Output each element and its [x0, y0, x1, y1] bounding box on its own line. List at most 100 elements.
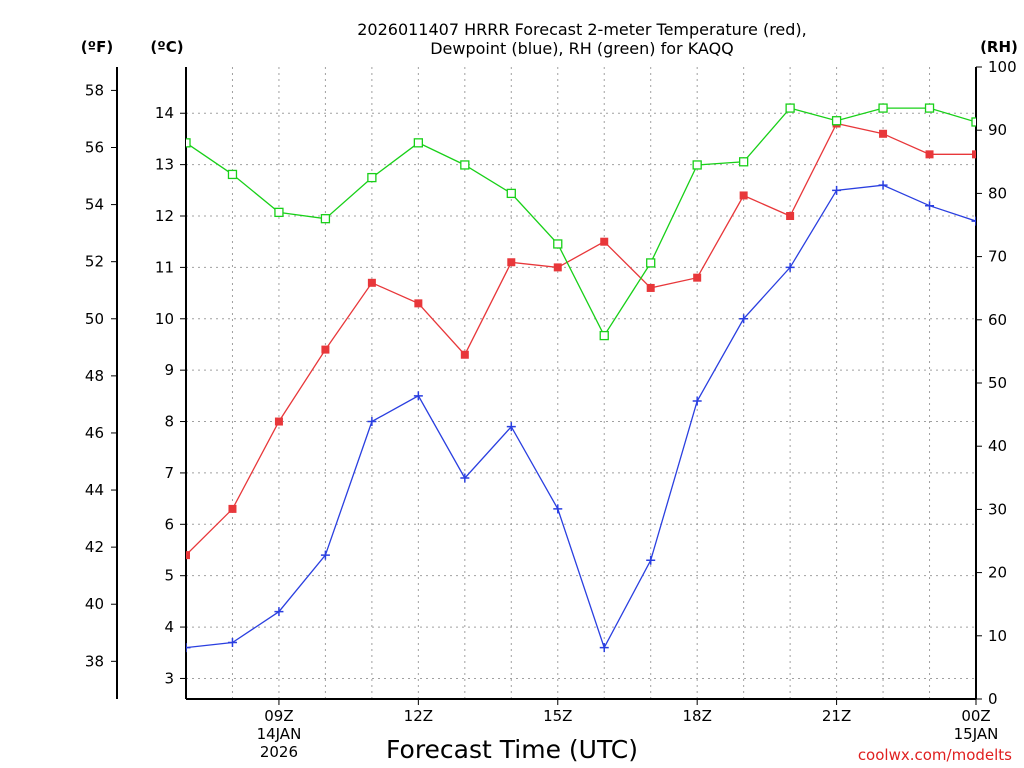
dewpoint-point-18 — [692, 396, 702, 406]
rh-point-17 — [646, 258, 656, 268]
temperature-point-23 — [925, 150, 934, 159]
x-axis-label: Forecast Time (UTC) — [386, 735, 638, 764]
x-tick-label-21-0: 21Z — [822, 707, 851, 725]
rh-tick-label-80: 80 — [988, 184, 1007, 202]
temperature-point-25 — [1018, 161, 1024, 169]
f-tick-label-48: 48 — [85, 367, 104, 385]
rh-point-15 — [553, 239, 563, 249]
rh-point-7 — [186, 138, 191, 148]
rh-point-19 — [738, 157, 749, 167]
temperature-point-14 — [507, 258, 516, 267]
temperature-point-10 — [321, 345, 330, 354]
rh-tick-label-30: 30 — [988, 500, 1007, 518]
c-tick-label-12: 12 — [155, 207, 174, 225]
dewpoint-point-20 — [785, 262, 795, 272]
temperature-point-9 — [274, 417, 283, 426]
dewpoint-point-14 — [506, 422, 516, 432]
temperature-point-7 — [186, 551, 190, 560]
dewpoint-point-22 — [878, 180, 888, 190]
rh-point-18 — [692, 160, 702, 170]
rh-point-9 — [274, 207, 284, 218]
rh-point-16 — [599, 330, 609, 341]
rh-point-20 — [785, 103, 795, 113]
rh-point-22 — [878, 103, 888, 113]
credit-label: coolwx.com/modelts — [858, 746, 1012, 764]
f-tick-label-46: 46 — [85, 424, 104, 442]
dewpoint-point-23 — [925, 201, 935, 211]
f-tick-label-40: 40 — [85, 595, 104, 613]
rh-point-11 — [367, 172, 377, 183]
temperature-point-13 — [460, 350, 469, 359]
temperature-point-20 — [786, 212, 795, 221]
dewpoint-point-24 — [971, 216, 976, 226]
f-tick-label-56: 56 — [85, 138, 104, 156]
rh-tick-label-20: 20 — [988, 564, 1007, 582]
temperature-point-11 — [367, 278, 376, 287]
temperature-point-19 — [739, 191, 748, 200]
x-tick-label-15-0: 15Z — [543, 707, 572, 725]
c-tick-label-3: 3 — [164, 669, 174, 687]
dewpoint-point-8 — [227, 637, 237, 647]
tick-labels: 3456789101112131438404244464850525456580… — [85, 58, 1017, 761]
rh-tick-label-10: 10 — [988, 627, 1007, 645]
rh-tick-label-50: 50 — [988, 374, 1007, 392]
dewpoint-point-21 — [832, 185, 842, 195]
series-layer — [186, 103, 1024, 653]
rh-tick-label-60: 60 — [988, 311, 1007, 329]
chart-title-line-2: Dewpoint (blue), RH (green) for KAQQ — [430, 39, 734, 58]
f-tick-label-54: 54 — [85, 196, 104, 214]
rh-tick-label-40: 40 — [988, 437, 1007, 455]
rh-tick-label-100: 100 — [988, 58, 1017, 76]
f-tick-label-44: 44 — [85, 481, 104, 499]
rh-tick-label-90: 90 — [988, 121, 1007, 139]
temperature-point-12 — [414, 299, 423, 308]
temperature-point-24 — [972, 150, 976, 159]
x-tick-label-9-0: 09Z — [264, 707, 293, 725]
f-tick-label-58: 58 — [85, 81, 104, 99]
chart-title-line-1: 2026011407 HRRR Forecast 2-meter Tempera… — [357, 20, 807, 39]
temperature-point-18 — [693, 273, 702, 282]
f-tick-label-38: 38 — [85, 652, 104, 670]
rh-point-14 — [506, 188, 516, 199]
dewpoint-point-7 — [186, 643, 191, 653]
fahrenheit-unit-label: (ºF) — [81, 38, 113, 56]
x-tick-label-18-0: 18Z — [682, 707, 711, 725]
f-tick-label-42: 42 — [85, 538, 104, 556]
rh-unit-label: (RH) — [980, 38, 1018, 56]
rh-tick-label-70: 70 — [988, 248, 1007, 266]
c-tick-label-13: 13 — [155, 156, 174, 174]
x-tick-label-24-0: 00Z — [961, 707, 990, 725]
c-tick-label-7: 7 — [164, 464, 174, 482]
c-tick-label-11: 11 — [155, 258, 174, 276]
x-tick-label-12-0: 12Z — [404, 707, 433, 725]
c-tick-label-6: 6 — [164, 515, 174, 533]
c-tick-label-4: 4 — [164, 618, 174, 636]
dewpoint-point-10 — [320, 550, 330, 560]
rh-point-23 — [924, 103, 935, 113]
rh-point-21 — [831, 116, 842, 126]
f-tick-label-52: 52 — [85, 253, 104, 271]
rh-tick-label-0: 0 — [988, 690, 998, 708]
dewpoint-point-12 — [413, 391, 423, 401]
temperature-point-16 — [600, 237, 609, 246]
dewpoint-point-9 — [274, 607, 284, 617]
dewpoint-point-13 — [460, 473, 470, 483]
x-tick-label-24-1: 15JAN — [954, 725, 999, 743]
x-tick-label-9-1: 14JAN — [257, 725, 302, 743]
c-tick-label-8: 8 — [164, 413, 174, 431]
c-tick-label-9: 9 — [164, 361, 174, 379]
dewpoint-point-17 — [646, 555, 656, 565]
dewpoint-point-11 — [367, 417, 377, 427]
f-tick-label-50: 50 — [85, 310, 104, 328]
rh-point-10 — [320, 214, 331, 224]
temperature-point-15 — [553, 263, 562, 272]
dewpoint-point-25 — [1018, 232, 1024, 241]
dewpoint-point-16 — [599, 643, 609, 653]
temperature-point-17 — [646, 283, 655, 292]
rh-point-8 — [227, 169, 238, 180]
dewpoint-point-15 — [553, 504, 563, 514]
x-tick-label-9-2: 2026 — [260, 743, 298, 761]
dewpoint-point-19 — [739, 314, 749, 324]
c-tick-label-10: 10 — [155, 310, 174, 328]
